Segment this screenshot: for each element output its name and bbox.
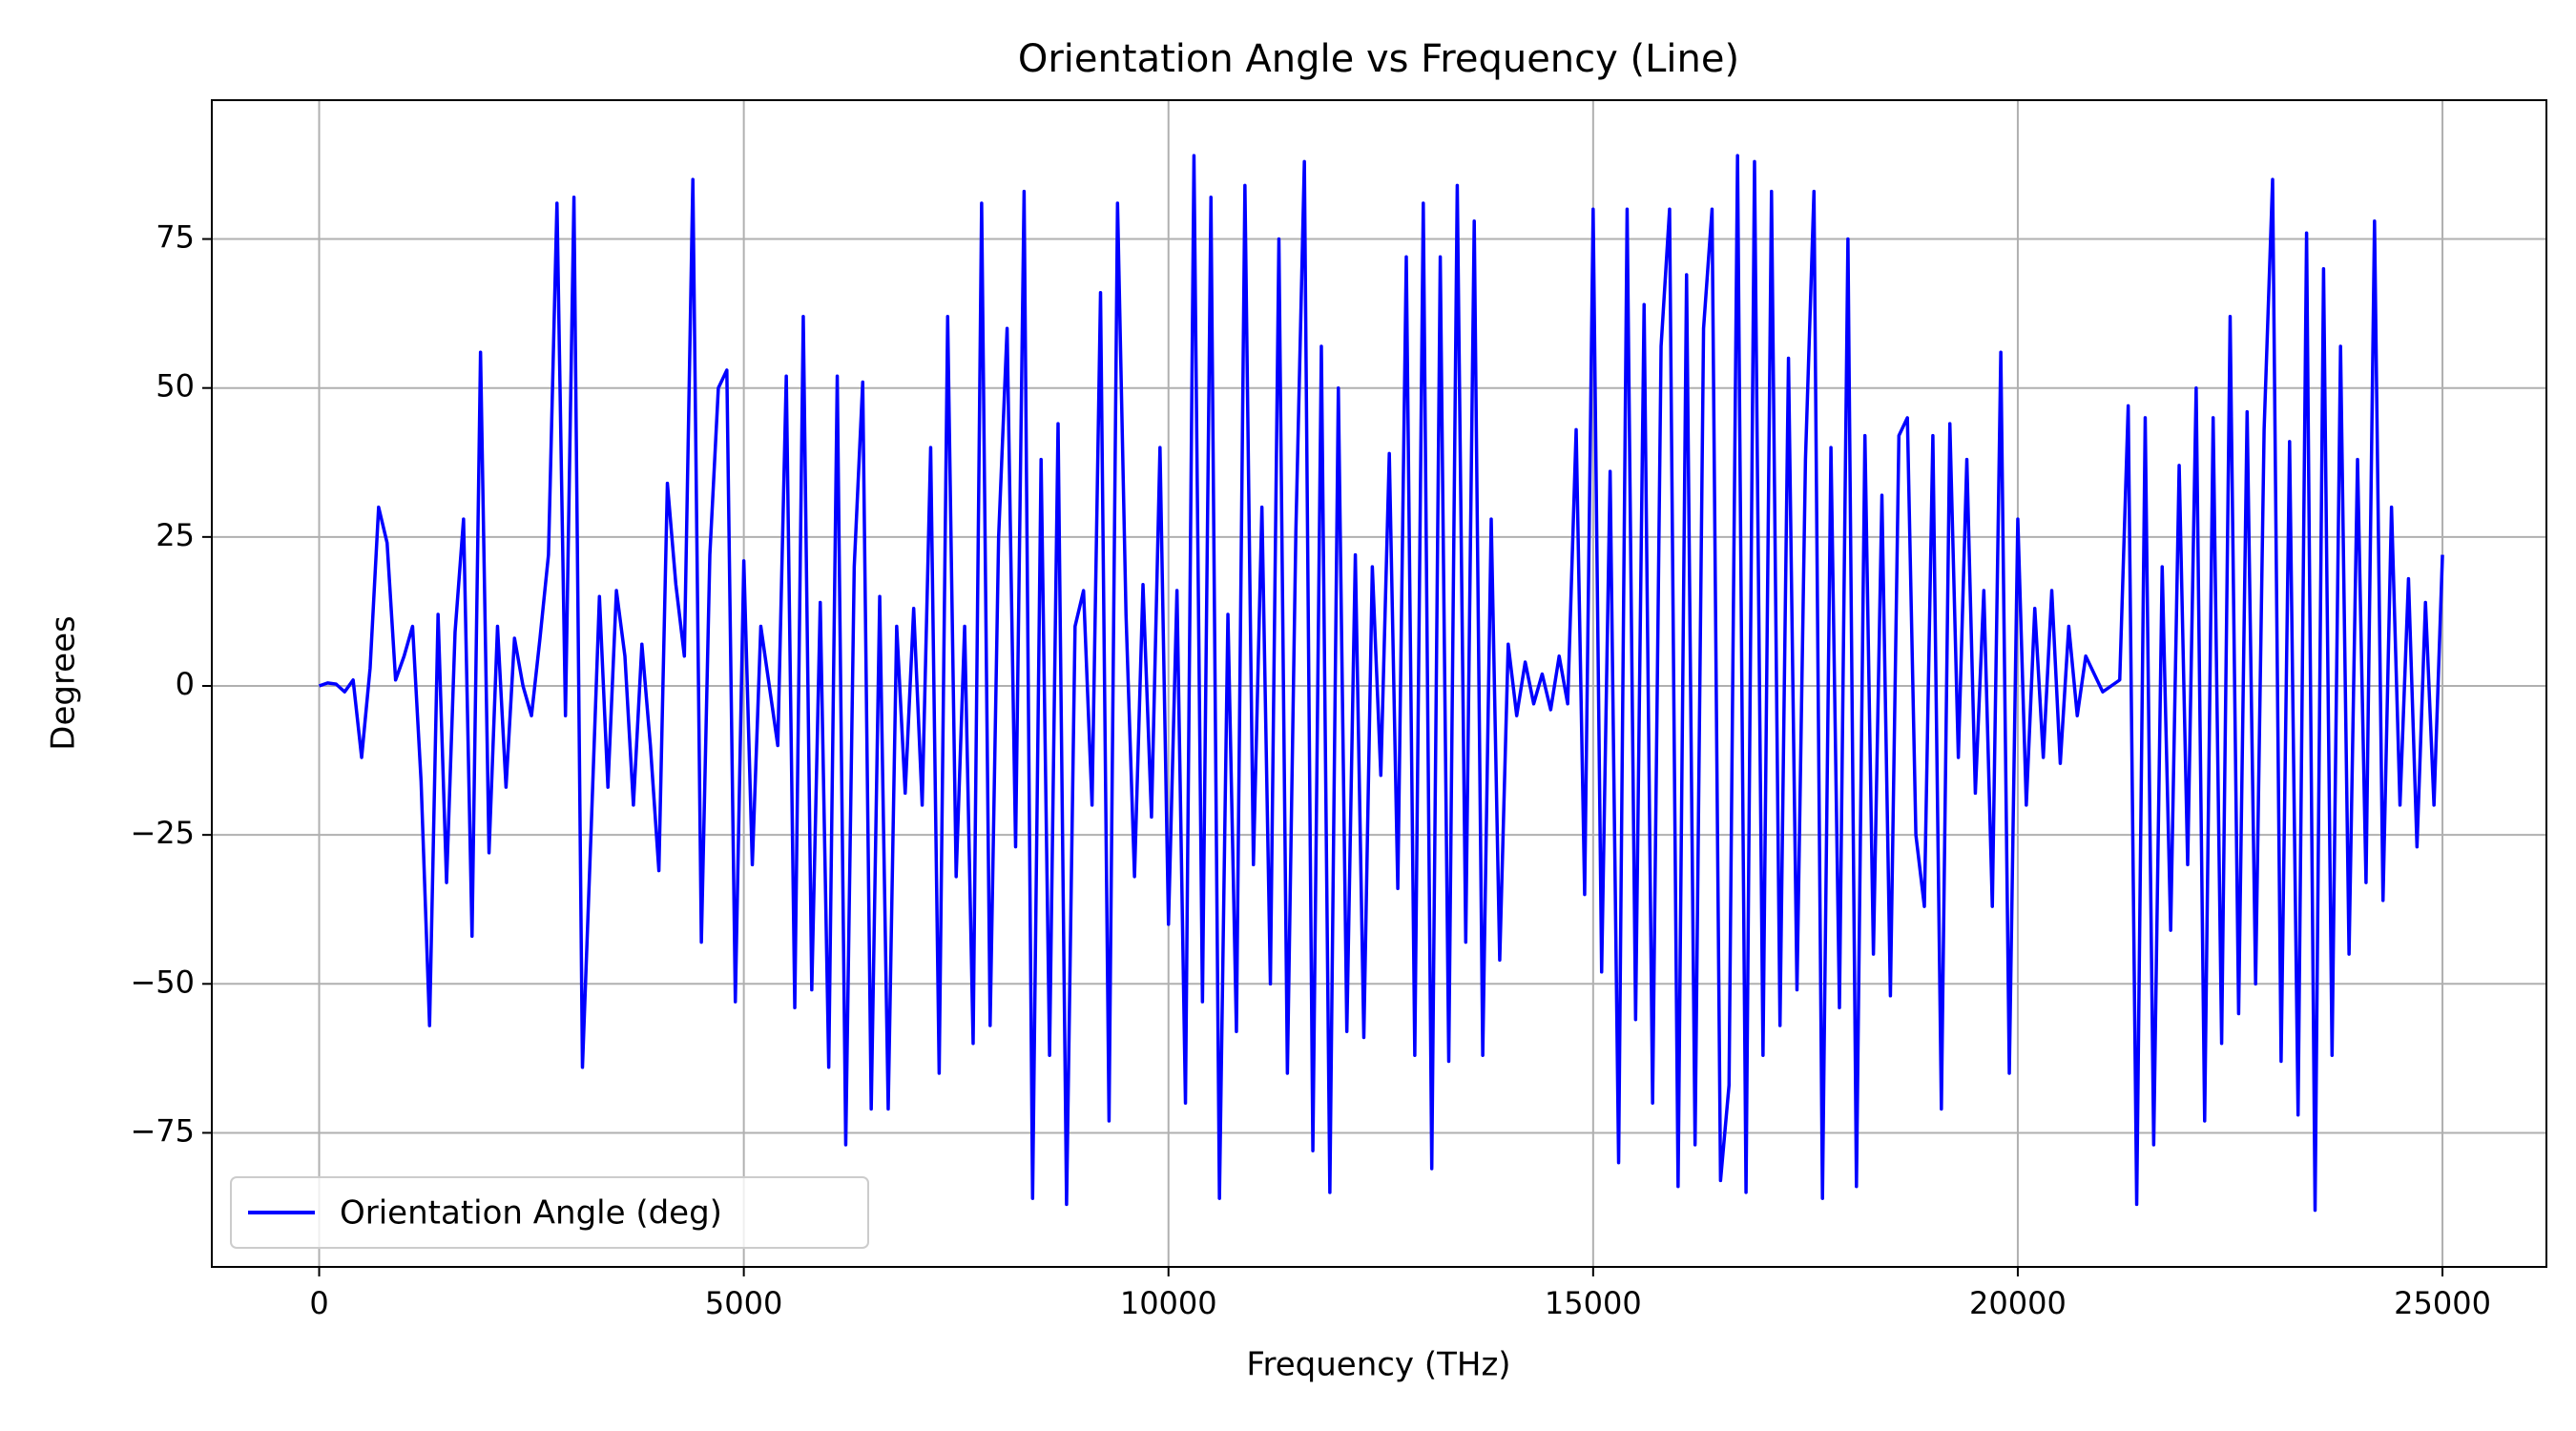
y-axis-label: Degrees [45, 615, 83, 750]
x-tick-label: 0 [309, 1285, 328, 1321]
x-tick-label: 10000 [1120, 1285, 1217, 1321]
plot-frame [211, 99, 2547, 1268]
y-tick-label: 25 [156, 517, 195, 553]
x-axis-label: Frequency (THz) [1246, 1346, 1510, 1384]
x-tick-label: 15000 [1545, 1285, 1642, 1321]
legend-box [230, 1176, 869, 1249]
x-tick-label: 25000 [2394, 1285, 2491, 1321]
y-tick-label: 50 [156, 368, 195, 404]
y-tick-label: −25 [130, 815, 195, 851]
y-tick-label: −50 [130, 964, 195, 1000]
x-tick-label: 20000 [1969, 1285, 2067, 1321]
legend-label: Orientation Angle (deg) [340, 1194, 722, 1233]
y-tick-label: 75 [156, 219, 195, 256]
legend: Orientation Angle (deg) [230, 1176, 869, 1249]
y-tick-label: 0 [176, 666, 195, 702]
x-tick-label: 5000 [705, 1285, 782, 1321]
chart-title: Orientation Angle vs Frequency (Line) [1018, 37, 1739, 81]
y-tick-label: −75 [130, 1112, 195, 1149]
data-line [318, 154, 2444, 1213]
